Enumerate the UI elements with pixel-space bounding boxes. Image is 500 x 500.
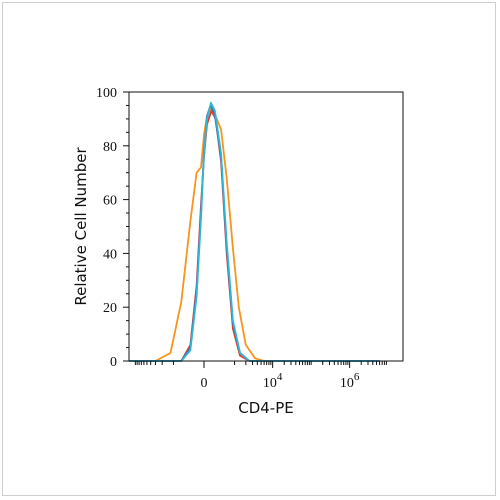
axis-layer: 0 20 40 60 80 100 0 104 106: [96, 86, 387, 391]
histogram-series-line-2: [129, 109, 380, 362]
y-tick-label: 20: [103, 301, 117, 316]
y-tick-label: 100: [96, 86, 117, 101]
y-tick-label: 40: [103, 247, 117, 262]
x-tick-label: 106: [340, 371, 360, 391]
y-tick-label: 0: [110, 355, 117, 370]
histogram-chart: 0 20 40 60 80 100 0 104 106 CD4-PE Relative Cell…: [72, 86, 404, 417]
x-tick-label: 0: [201, 376, 208, 391]
y-tick-label: 60: [103, 194, 117, 209]
series-layer: [129, 101, 380, 362]
histogram-series-line-1: [129, 107, 380, 362]
histogram-series-line-4: [129, 101, 380, 362]
x-tick-label: 104: [263, 371, 283, 391]
histogram-series-line-3: [129, 104, 380, 362]
y-tick-label: 80: [103, 140, 117, 155]
x-axis-title: CD4-PE: [238, 399, 294, 417]
figure-frame: 0 20 40 60 80 100 0 104 106 CD4-PE Relative Cell…: [2, 2, 496, 496]
y-axis-title: Relative Cell Number: [72, 147, 90, 306]
plot-area-border: [128, 91, 404, 362]
